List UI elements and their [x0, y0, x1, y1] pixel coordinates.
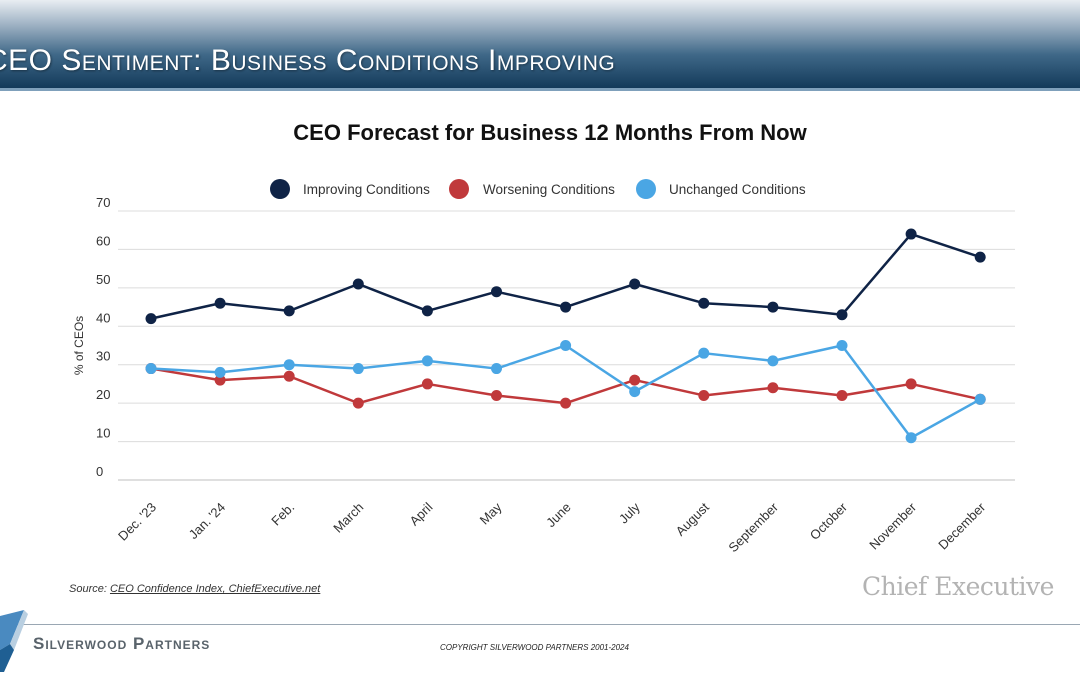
data-point-improving [421, 305, 433, 317]
x-tick-label: July [616, 499, 643, 526]
legend-label: Worsening Conditions [483, 182, 615, 197]
data-point-improving [214, 297, 226, 309]
data-point-improving [491, 286, 502, 298]
data-point-improving [905, 228, 917, 240]
x-tick-label: December [935, 499, 988, 552]
x-tick-label: October [807, 499, 851, 543]
data-point-improving [836, 309, 848, 321]
silverwood-logo-icon [0, 610, 28, 672]
data-point-unchanged [836, 340, 848, 351]
data-point-worsening [698, 389, 710, 401]
data-point-unchanged [214, 366, 226, 378]
data-point-unchanged [629, 386, 641, 398]
x-tick-label: September [725, 499, 781, 555]
copyright-notice: COPYRIGHT SILVERWOOD PARTNERS 2001-2024 [440, 643, 629, 652]
x-tick-label: August [673, 499, 712, 538]
y-tick-label: 0 [96, 464, 103, 479]
x-tick-label: May [477, 499, 505, 527]
data-point-improving [283, 305, 295, 317]
x-tick-label: Dec. '23 [115, 500, 159, 544]
data-point-worsening [352, 397, 364, 409]
source-link[interactable]: CEO Confidence Index, ChiefExecutive.net [109, 583, 321, 595]
footer-rule [0, 624, 1080, 625]
data-point-improving [974, 251, 986, 263]
data-point-worsening [214, 374, 226, 386]
legend-label: Improving Conditions [303, 182, 430, 197]
data-point-unchanged [560, 340, 572, 351]
data-point-unchanged [352, 363, 364, 375]
y-tick-label: 40 [96, 310, 110, 325]
x-tick-label: November [866, 499, 919, 552]
data-point-unchanged [491, 363, 502, 375]
data-point-improving [145, 313, 157, 325]
slide-title: CEO Sentiment: Business Conditions Impro… [0, 44, 616, 77]
data-point-improving [698, 297, 710, 309]
data-point-unchanged [767, 355, 779, 367]
data-point-worsening [560, 397, 572, 409]
y-axis-label: % of CEOs [72, 316, 86, 375]
data-point-unchanged [974, 393, 986, 405]
data-point-unchanged [145, 363, 157, 375]
y-tick-label: 30 [96, 349, 110, 364]
data-point-worsening [629, 374, 641, 386]
data-point-unchanged [283, 359, 295, 371]
x-tick-label: Jan. '24 [186, 500, 229, 543]
data-point-worsening [836, 389, 848, 401]
series-line-unchanged [150, 344, 981, 439]
data-point-unchanged [698, 347, 710, 359]
legend-label: Unchanged Conditions [669, 182, 806, 197]
y-tick-label: 60 [96, 233, 110, 248]
x-tick-label: June [543, 500, 574, 531]
data-point-unchanged [421, 355, 433, 367]
data-point-worsening [905, 378, 917, 390]
data-point-unchanged [905, 432, 917, 444]
data-point-worsening [767, 382, 779, 394]
data-point-worsening [491, 389, 502, 401]
legend-marker [449, 179, 469, 199]
y-tick-label: 70 [96, 195, 110, 210]
x-tick-label: Feb. [268, 500, 297, 529]
data-point-improving [352, 278, 364, 290]
line-chart: 0 10 20 30 40 50 60 70 % of CEOs Dec. '23 Jan. '24… [72, 179, 1015, 555]
chief-executive-logo: Chief Executive [862, 572, 1054, 601]
data-point-improving [629, 278, 641, 290]
silverwood-logo-text: Silverwood Partners [33, 634, 211, 653]
chart-title: CEO Forecast for Business 12 Months From… [293, 120, 807, 145]
y-tick-label: 20 [96, 387, 110, 402]
title-banner [0, 0, 1080, 88]
data-point-improving [560, 301, 572, 313]
x-tick-label: March [330, 500, 366, 536]
legend-marker [636, 179, 656, 199]
y-tick-label: 50 [96, 272, 110, 287]
data-point-improving [767, 301, 779, 313]
source-note: Source: CEO Confidence Index, ChiefExecu… [69, 583, 320, 595]
source-prefix: Source: [69, 583, 110, 595]
data-point-worsening [283, 370, 295, 382]
data-point-worsening [421, 378, 433, 390]
legend-marker [270, 179, 290, 199]
x-tick-label: April [407, 499, 436, 528]
y-tick-label: 10 [96, 426, 110, 441]
title-banner-rule [0, 88, 1080, 91]
